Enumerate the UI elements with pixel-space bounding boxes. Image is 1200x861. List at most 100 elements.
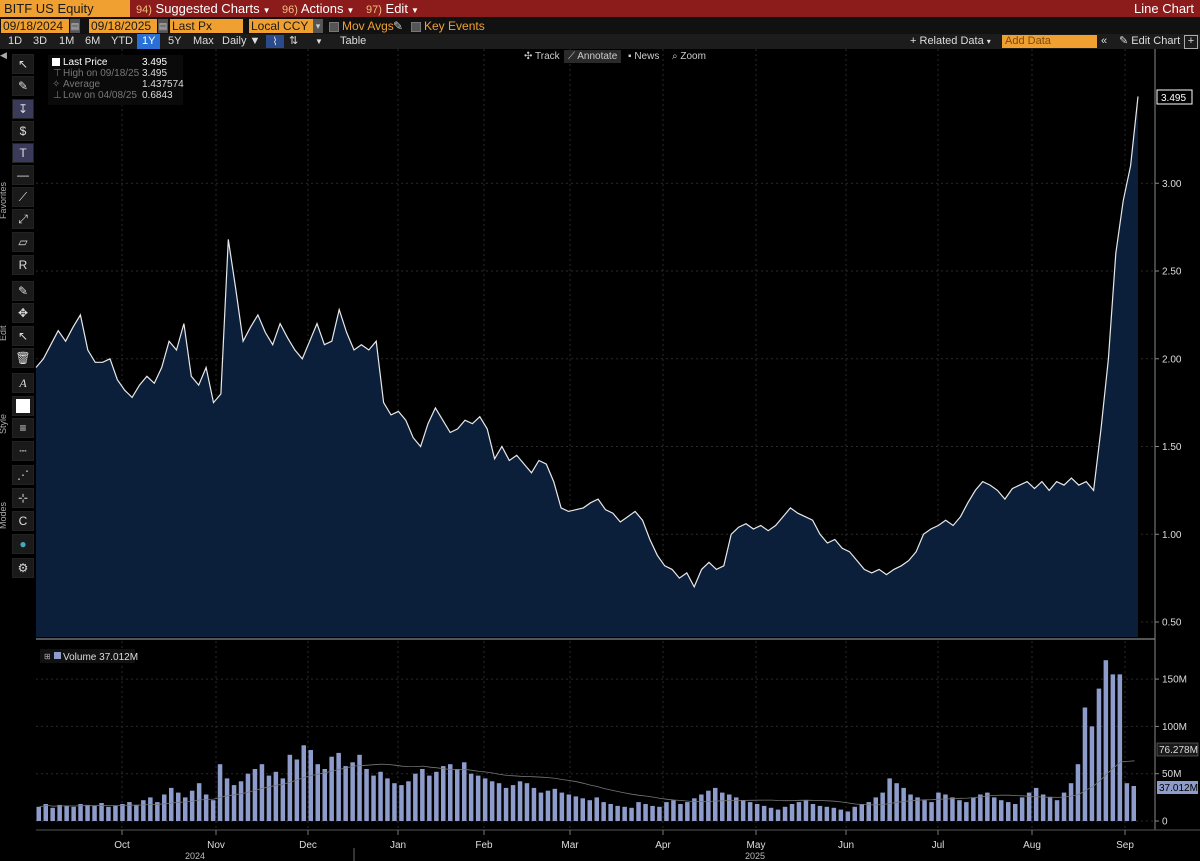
trend-line-icon[interactable]: ⟋ xyxy=(12,187,34,207)
volume-bar xyxy=(608,804,613,821)
add-data-input[interactable]: Add Data xyxy=(1002,35,1097,48)
price-tick-label: 0.50 xyxy=(1162,618,1182,629)
mov-avgs-label: Mov Avgs xyxy=(342,19,394,33)
collapse-icon[interactable]: ◀ xyxy=(0,50,7,60)
volume-bar xyxy=(636,802,641,821)
volume-bar xyxy=(134,804,139,821)
range-max[interactable]: Max xyxy=(193,35,214,47)
month-tick-label: May xyxy=(747,840,766,851)
range-1m[interactable]: 1M xyxy=(59,35,75,47)
month-tick-label: Jul xyxy=(932,840,945,851)
volume-bar xyxy=(1047,797,1053,821)
expand-icon[interactable]: ⊞ xyxy=(44,652,51,661)
edit-menu[interactable]: 97) Edit ▼ xyxy=(366,0,419,17)
table-button[interactable]: Table xyxy=(340,35,367,47)
related-data-menu[interactable]: + Related Data ▾ xyxy=(910,34,991,49)
edit-chart-button[interactable]: ✎ Edit Chart xyxy=(1119,34,1180,49)
range-6m[interactable]: 6M xyxy=(85,35,101,47)
retracement-icon[interactable]: R xyxy=(12,255,34,275)
color-mode-icon[interactable]: ● xyxy=(12,534,34,554)
start-date-field[interactable]: 09/18/2024 xyxy=(1,19,69,33)
chart-style-icon[interactable]: ⇅ xyxy=(289,35,299,47)
volume-bar xyxy=(1040,794,1046,821)
volume-bar xyxy=(155,802,160,821)
range-1y[interactable]: 1Y xyxy=(137,34,161,49)
ray-line-icon[interactable]: ⤢ xyxy=(12,209,34,229)
annotate-tool[interactable]: ⟋ Annotate xyxy=(564,50,622,63)
frequency-select[interactable]: Daily ▼ xyxy=(222,34,260,49)
track-tool[interactable]: ✣ Track xyxy=(520,50,564,63)
volume-bar xyxy=(845,811,851,821)
title-bar: BITF US Equity 94) Suggested Charts ▼ 96)… xyxy=(0,0,1200,17)
volume-bar xyxy=(950,797,955,821)
pen-icon[interactable]: ✎ xyxy=(12,281,34,301)
calendar-icon[interactable]: ▤ xyxy=(70,19,80,33)
gear-icon[interactable]: ⚙ xyxy=(12,558,34,578)
collapse-icon[interactable]: « xyxy=(1101,35,1108,47)
magnet-icon[interactable]: C xyxy=(12,511,34,531)
dotted-line-icon[interactable]: ⋰ xyxy=(12,465,34,485)
add-panel-icon[interactable]: + xyxy=(1184,35,1198,49)
volume-bar xyxy=(936,792,941,821)
volume-bar xyxy=(943,794,948,821)
price-field-select[interactable]: Last Px xyxy=(170,19,243,33)
volume-bar xyxy=(922,800,927,821)
volume-bar xyxy=(768,807,774,821)
pencil-icon[interactable]: ✎ xyxy=(393,19,404,33)
select-icon[interactable]: ↖ xyxy=(12,326,34,346)
channel-icon[interactable]: ▱ xyxy=(12,232,34,252)
color-fill-icon[interactable] xyxy=(12,396,34,416)
range-5y[interactable]: 5Y xyxy=(168,35,182,47)
range-ytd[interactable]: YTD xyxy=(111,35,133,47)
percent-change-icon[interactable]: ↧ xyxy=(12,99,34,119)
range-1d[interactable]: 1D xyxy=(8,35,23,47)
actions-menu[interactable]: 96) Actions ▼ xyxy=(282,0,354,17)
month-tick-label: Mar xyxy=(561,840,579,851)
volume-bar xyxy=(162,794,167,821)
volume-bar xyxy=(64,805,69,821)
month-tick-label: Sep xyxy=(1116,840,1134,851)
draw-tool-icon[interactable]: ✎ xyxy=(12,76,34,96)
volume-bar xyxy=(887,778,892,821)
trash-icon[interactable]: 🗑 xyxy=(12,348,34,368)
volume-bar xyxy=(99,803,104,821)
volume-bar xyxy=(266,775,272,821)
volume-bar xyxy=(385,778,390,821)
move-icon[interactable]: ✥ xyxy=(12,303,34,323)
line-style-icon[interactable]: ┄ xyxy=(12,441,34,461)
range-3d[interactable]: 3D xyxy=(33,35,48,47)
currency-select[interactable]: Local CCY xyxy=(249,19,313,33)
caret-down-icon[interactable]: ▼ xyxy=(315,37,323,46)
text-tool-icon[interactable]: T xyxy=(12,143,34,163)
suggested-charts-menu[interactable]: 94) Suggested Charts ▼ xyxy=(136,0,271,17)
volume-swatch xyxy=(54,652,61,659)
year-label-2024: 2024 xyxy=(185,851,205,861)
price-change-icon[interactable]: $ xyxy=(12,121,34,141)
price-area-fill xyxy=(36,96,1138,637)
ticker-field[interactable]: BITF US Equity xyxy=(0,0,130,17)
news-tool[interactable]: ▪ News xyxy=(624,50,663,63)
volume-bar xyxy=(496,783,502,821)
plus-icon: + xyxy=(910,35,917,47)
pointer-tool-icon[interactable]: ↖ xyxy=(12,54,34,74)
horizontal-line-icon[interactable]: — xyxy=(12,165,34,185)
volume-bar xyxy=(852,806,857,821)
zoom-icon: ⌕ xyxy=(672,51,678,62)
line-weight-icon[interactable]: ≡ xyxy=(12,418,34,438)
volume-bar xyxy=(517,781,523,821)
menu-label: Suggested Charts xyxy=(155,1,260,16)
mov-avgs-checkbox[interactable] xyxy=(329,22,339,32)
end-date-field[interactable]: 09/18/2025 xyxy=(89,19,157,33)
line-chart-icon[interactable]: ⌇ xyxy=(266,35,284,48)
chevron-down-icon[interactable]: ▾ xyxy=(313,19,323,33)
calendar-icon[interactable]: ▤ xyxy=(158,19,168,33)
volume-bar xyxy=(692,798,697,821)
key-events-checkbox[interactable] xyxy=(411,22,421,32)
font-icon[interactable]: A xyxy=(12,373,34,393)
high-value: 3.495 xyxy=(142,68,168,79)
volume-bar xyxy=(189,790,195,821)
zoom-tool[interactable]: ⌕ Zoom xyxy=(668,50,710,63)
crosshair-mode-icon[interactable]: ⊹ xyxy=(12,488,34,508)
price-tick-label: 3.00 xyxy=(1162,179,1182,190)
